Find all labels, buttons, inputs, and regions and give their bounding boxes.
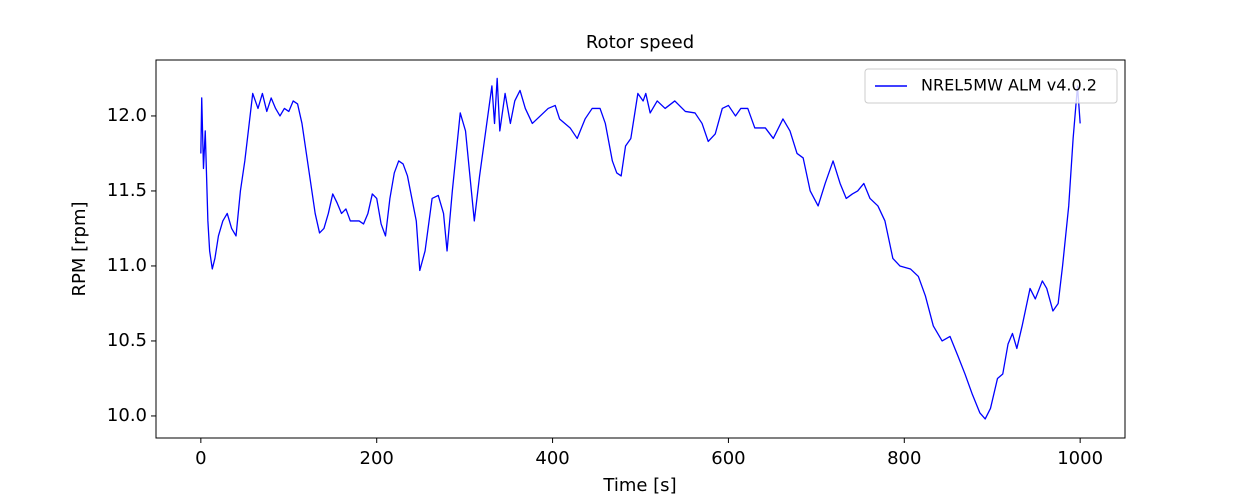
- data-line: [200, 77, 1081, 420]
- plot-frame: [155, 59, 1126, 439]
- y-tick-label: 11.5: [107, 180, 147, 201]
- y-axis-label: RPM [rpm]: [69, 201, 90, 296]
- x-tick-label: 800: [887, 448, 921, 469]
- legend-label: NREL5MW ALM v4.0.2: [921, 76, 1097, 95]
- x-tick-label: 200: [360, 448, 394, 469]
- y-tick-label: 10.0: [107, 405, 147, 426]
- chart-title: Rotor speed: [586, 32, 694, 53]
- x-tick-label: 0: [195, 448, 206, 469]
- y-tick-label: 11.0: [107, 255, 147, 276]
- x-tick-label: 600: [711, 448, 745, 469]
- y-tick-label: 10.5: [107, 330, 147, 351]
- y-tick-label: 12.0: [107, 105, 147, 126]
- legend-box: [864, 68, 1118, 104]
- x-tick-label: 1000: [1057, 448, 1103, 469]
- x-tick-label: 400: [535, 448, 569, 469]
- x-axis-label: Time [s]: [602, 475, 676, 496]
